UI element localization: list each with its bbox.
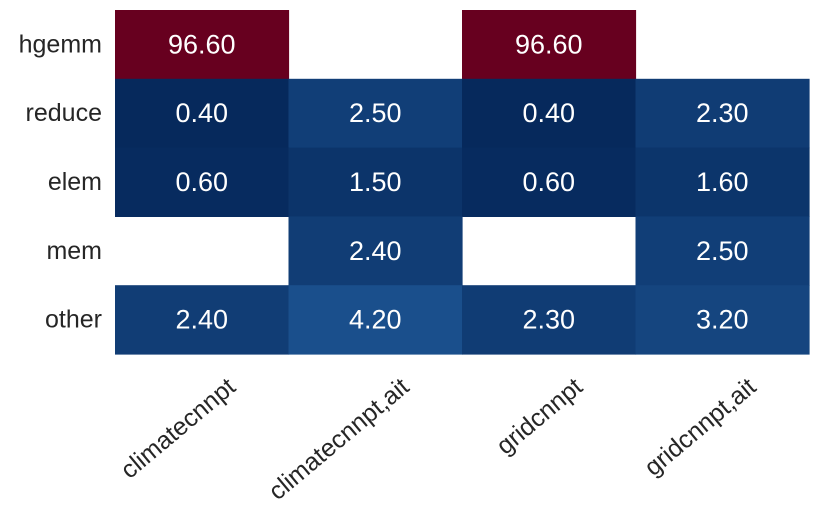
y-tick-labels: hgemm reduce elem mem other	[19, 30, 102, 333]
y-tick-label-mem: mem	[46, 237, 102, 265]
cell-label-mem-3: 2.50	[696, 236, 749, 266]
cell-label-reduce-0: 0.40	[175, 98, 228, 128]
y-tick-label-reduce: reduce	[26, 99, 102, 127]
cell-label-other-3: 3.20	[696, 305, 749, 335]
cell-label-elem-3: 1.60	[696, 167, 749, 197]
heatmap-cell-hgemm-2	[462, 10, 637, 80]
x-tick-labels: climatecnnpt climatecnnpt,ait gridcnnpt gri…	[115, 373, 761, 506]
cell-label-other-1: 4.20	[349, 305, 402, 335]
heatmap-cell-other-3	[635, 285, 810, 355]
x-tick-label-2: gridcnnpt	[491, 373, 588, 461]
x-tick-label-0: climatecnnpt	[115, 373, 241, 485]
x-tick-label-1: climatecnnpt,ait	[263, 373, 414, 506]
heatmap-cell-elem-1	[288, 147, 463, 217]
heatmap-cell-other-0	[115, 285, 290, 355]
heatmap-cell-mem-3	[635, 216, 810, 286]
y-tick-label-hgemm: hgemm	[19, 30, 102, 58]
cell-label-other-0: 2.40	[175, 305, 228, 335]
cell-label-hgemm-2: 96.60	[515, 29, 583, 59]
heatmap-cell-other-2	[462, 285, 637, 355]
heatmap-cells	[115, 10, 810, 355]
heatmap-cell-hgemm-0	[115, 10, 290, 80]
heatmap-cell-reduce-0	[115, 78, 290, 149]
cell-label-reduce-3: 2.30	[696, 98, 749, 128]
cell-label-mem-1: 2.40	[349, 236, 402, 266]
heatmap-cell-elem-0	[115, 147, 290, 217]
heatmap-cell-mem-1	[288, 216, 463, 286]
cell-label-elem-1: 1.50	[349, 167, 402, 197]
heatmap-cell-reduce-2	[462, 78, 637, 149]
heatmap-cell-other-1	[288, 285, 463, 355]
x-tick-label-3: gridcnnpt,ait	[639, 373, 761, 482]
y-tick-label-elem: elem	[48, 168, 102, 196]
cell-label-reduce-1: 2.50	[349, 98, 402, 128]
heatmap-cell-elem-3	[635, 147, 810, 217]
cell-label-hgemm-0: 96.60	[168, 29, 236, 59]
heatmap-cell-reduce-1	[288, 78, 463, 149]
heatmap-cell-reduce-3	[635, 78, 810, 149]
y-tick-label-other: other	[45, 306, 102, 334]
heatmap-cell-elem-2	[462, 147, 637, 217]
heatmap-cell-labels: 96.60 96.60 0.40 2.50 0.40 2.30 0.60 1.50 0.60 1.…	[168, 29, 749, 334]
cell-label-reduce-2: 0.40	[522, 98, 575, 128]
cell-label-elem-0: 0.60	[175, 167, 228, 197]
cell-label-other-2: 2.30	[522, 305, 575, 335]
cell-label-elem-2: 0.60	[522, 167, 575, 197]
